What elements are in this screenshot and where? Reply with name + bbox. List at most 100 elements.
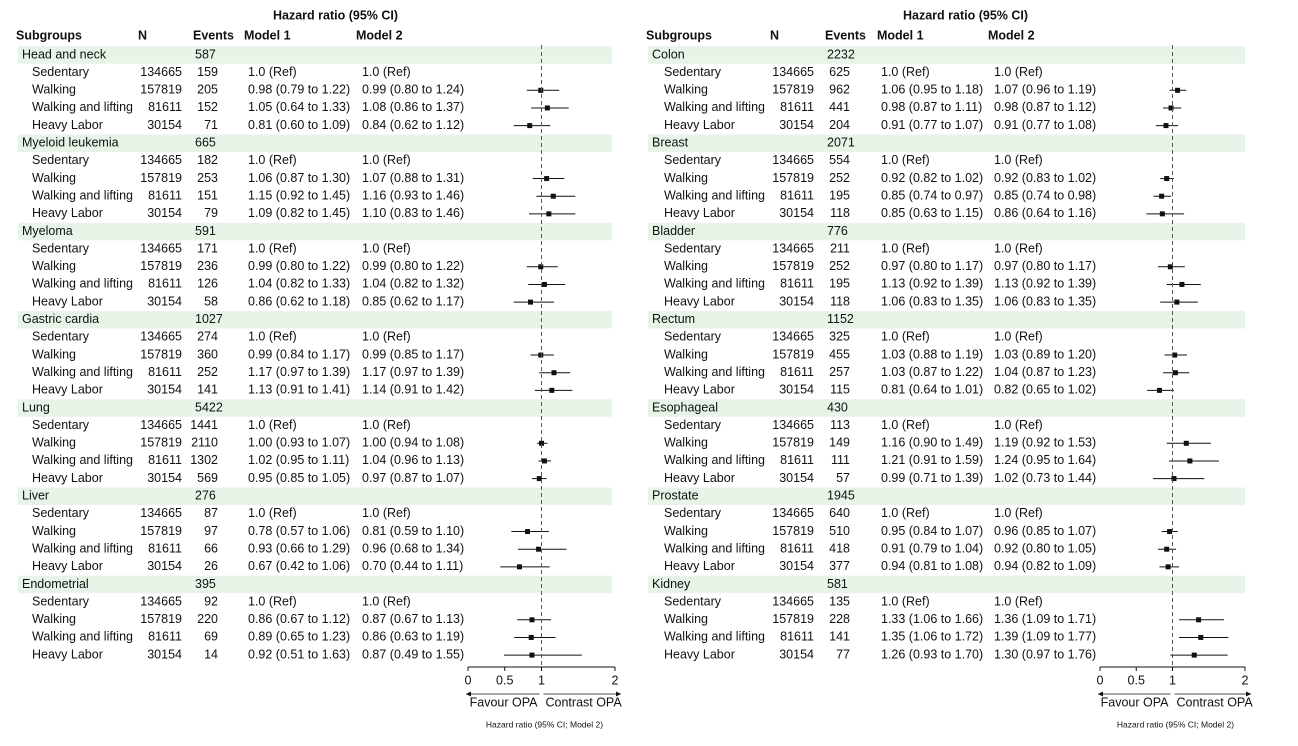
hr-point (1159, 211, 1165, 217)
row-label: Walking and lifting (664, 100, 765, 114)
row-model2: 1.03 (0.89 to 1.20) (994, 347, 1096, 361)
group-events: 2232 (827, 47, 855, 61)
row-n: 134665 (772, 594, 814, 608)
row-n: 81611 (780, 630, 814, 644)
row-model2: 1.0 (Ref) (362, 153, 411, 167)
header-n: N (138, 28, 147, 42)
row-model1: 0.98 (0.79 to 1.22) (248, 83, 350, 97)
row-model1: 1.03 (0.88 to 1.19) (881, 347, 983, 361)
row-n: 157819 (140, 524, 182, 538)
row-model2: 0.92 (0.83 to 1.02) (994, 171, 1096, 185)
row-n: 134665 (140, 418, 182, 432)
row-model2: 1.0 (Ref) (994, 153, 1043, 167)
row-events: 418 (829, 541, 850, 555)
group-band (648, 575, 1245, 594)
row-events: 253 (197, 171, 218, 185)
row-events: 211 (830, 241, 850, 255)
row-model1: 1.06 (0.87 to 1.30) (248, 171, 350, 185)
row-model2: 1.0 (Ref) (362, 241, 411, 255)
hr-point (1163, 123, 1169, 129)
row-label: Walking (32, 436, 76, 450)
row-events: 220 (197, 612, 218, 626)
row-label: Walking (664, 524, 708, 538)
row-model1: 1.13 (0.92 to 1.39) (881, 277, 983, 291)
row-model1: 1.0 (Ref) (881, 330, 930, 344)
row-label: Heavy Labor (32, 206, 103, 220)
row-label: Walking and lifting (32, 100, 133, 114)
hr-point (1164, 176, 1170, 182)
row-model2: 0.85 (0.62 to 1.17) (362, 294, 464, 308)
group-events: 1945 (827, 489, 855, 503)
row-events: 625 (829, 65, 850, 79)
group-name: Breast (652, 136, 689, 150)
row-model1: 1.13 (0.91 to 1.41) (248, 383, 350, 397)
group-events: 587 (195, 47, 216, 61)
group-events: 665 (195, 136, 216, 150)
hr-point (529, 617, 535, 623)
row-events: 79 (204, 206, 218, 220)
hr-point (1159, 193, 1165, 199)
row-model2: 1.13 (0.92 to 1.39) (994, 277, 1096, 291)
row-model2: 1.30 (0.97 to 1.76) (994, 647, 1096, 661)
row-model2: 0.81 (0.59 to 1.10) (362, 524, 464, 538)
row-events: 441 (829, 100, 850, 114)
x-tick-label: 0.5 (1128, 673, 1145, 687)
row-n: 157819 (772, 436, 814, 450)
hr-point (1172, 370, 1178, 376)
row-events: 71 (204, 118, 218, 132)
group-band (648, 222, 1245, 241)
row-n: 81611 (148, 630, 182, 644)
row-n: 30154 (147, 647, 182, 661)
row-model2: 0.82 (0.65 to 1.02) (994, 383, 1096, 397)
group-events: 2071 (827, 136, 855, 150)
row-label: Sedentary (32, 506, 90, 520)
row-model2: 0.70 (0.44 to 1.11) (362, 559, 463, 573)
row-model2: 1.0 (Ref) (994, 65, 1043, 79)
row-model1: 0.91 (0.79 to 1.04) (881, 541, 983, 555)
row-events: 257 (829, 365, 850, 379)
row-label: Heavy Labor (32, 647, 103, 661)
row-model2: 1.14 (0.91 to 1.42) (362, 383, 464, 397)
row-events: 171 (197, 241, 218, 255)
row-n: 134665 (140, 594, 182, 608)
group-events: 1152 (827, 312, 854, 326)
group-name: Myeloid leukemia (22, 136, 119, 150)
row-n: 30154 (147, 118, 182, 132)
row-model2: 1.0 (Ref) (994, 506, 1043, 520)
hr-point (538, 264, 544, 270)
row-model2: 1.24 (0.95 to 1.64) (994, 453, 1096, 467)
row-label: Walking and lifting (664, 365, 765, 379)
group-band (648, 134, 1245, 153)
forest-panel-right: Hazard ratio (95% CI) Subgroups N Events Mod… (646, 8, 1253, 729)
row-events: 325 (829, 330, 850, 344)
row-n: 157819 (140, 347, 182, 361)
row-model1: 1.02 (0.95 to 1.11) (248, 453, 349, 467)
hr-point (1171, 476, 1177, 482)
favour-left-label: Favour OPA (1101, 695, 1170, 709)
row-n: 157819 (140, 259, 182, 273)
group-name: Liver (22, 489, 49, 503)
row-n: 157819 (140, 436, 182, 450)
row-events: 118 (830, 206, 850, 220)
row-model1: 1.0 (Ref) (248, 418, 297, 432)
group-band (18, 575, 612, 594)
row-model1: 1.15 (0.92 to 1.45) (248, 188, 350, 202)
row-model1: 1.17 (0.97 to 1.39) (248, 365, 350, 379)
row-n: 81611 (780, 453, 814, 467)
row-model2: 1.0 (Ref) (362, 418, 411, 432)
hr-point (541, 458, 547, 464)
row-model1: 1.33 (1.06 to 1.66) (881, 612, 983, 626)
group-name: Gastric cardia (22, 312, 99, 326)
row-model1: 0.93 (0.66 to 1.29) (248, 541, 350, 555)
row-model1: 0.86 (0.67 to 1.12) (248, 612, 350, 626)
group-events: 430 (827, 400, 848, 414)
row-n: 81611 (148, 277, 182, 291)
row-n: 30154 (779, 383, 814, 397)
row-model2: 0.86 (0.63 to 1.19) (362, 630, 464, 644)
row-label: Walking (664, 436, 708, 450)
row-events: 195 (829, 277, 850, 291)
row-label: Walking (32, 171, 76, 185)
row-n: 81611 (780, 365, 814, 379)
group-name: Bladder (652, 224, 695, 238)
